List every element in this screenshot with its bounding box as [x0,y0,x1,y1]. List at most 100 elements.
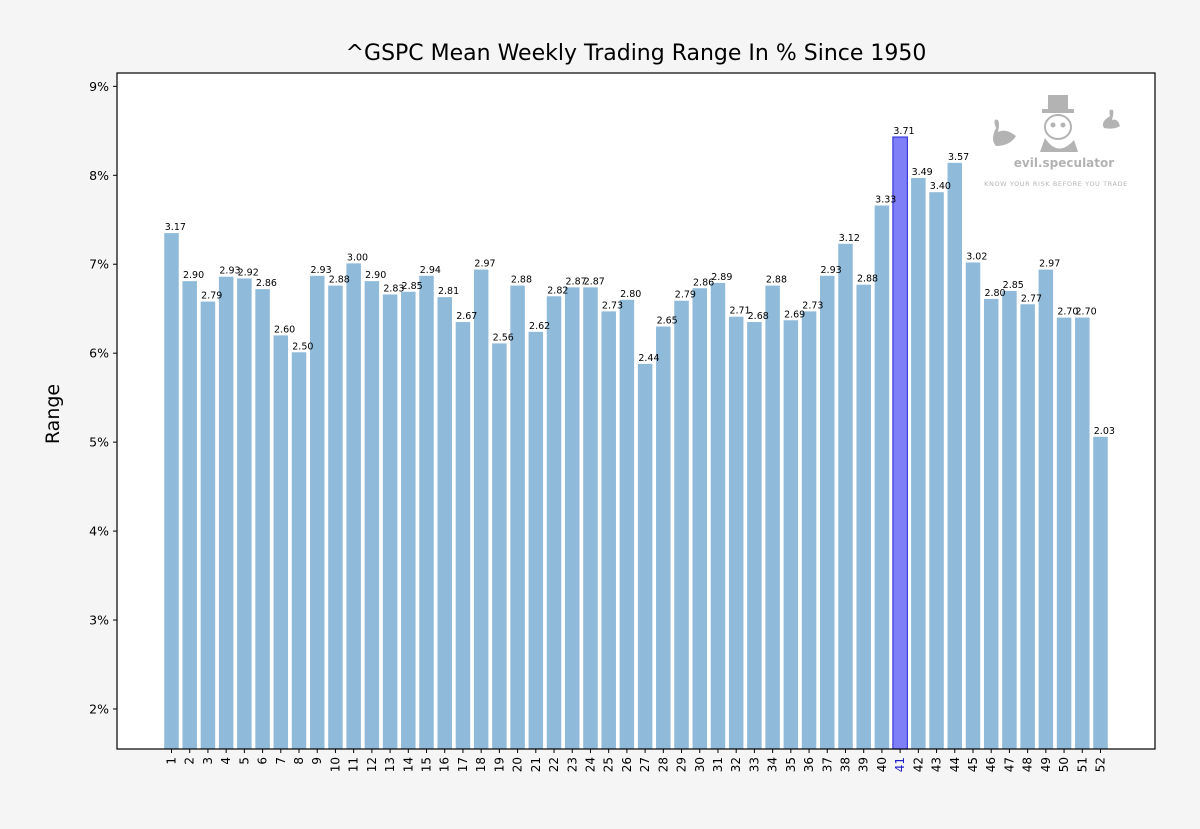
x-tick-label-12: 12 [365,757,379,772]
data-label-week-2: 2.90 [183,270,204,281]
x-tick-label-46: 46 [984,757,998,772]
data-label-week-7: 2.60 [274,324,295,335]
bar-week-4 [218,276,234,749]
plot-area [117,73,1155,749]
bar-week-16 [437,297,452,749]
bar-week-35 [783,320,799,749]
watermark: evil.speculator KNOW YOUR RISK BEFORE YO… [984,95,1128,188]
x-tick-label-45: 45 [966,757,980,772]
bar-week-32 [728,316,744,749]
data-label-week-51: 2.70 [1076,307,1097,318]
y-tick-label-5: 5% [89,435,109,450]
y-tick-label-4: 4% [89,524,109,539]
data-label-week-12: 2.90 [365,270,386,281]
bar-week-51 [1075,317,1090,749]
x-tick-label-15: 15 [420,757,434,772]
x-tick-label-34: 34 [766,757,780,772]
x-tick-label-48: 48 [1021,757,1035,772]
bar-week-9 [309,275,325,749]
x-tick-label-49: 49 [1039,757,1053,772]
data-label-week-29: 2.79 [675,290,696,301]
bar-week-46 [983,298,999,749]
x-tick-label-10: 10 [328,757,342,772]
bar-week-15 [419,275,434,749]
x-tick-label-26: 26 [620,757,634,772]
bar-week-1 [164,233,179,750]
data-label-week-42: 3.49 [912,167,933,178]
x-tick-label-14: 14 [401,757,415,772]
x-tick-label-2: 2 [183,757,197,765]
bar-week-31 [710,282,726,749]
swan-left-icon [993,119,1016,146]
data-label-week-1: 3.17 [165,222,186,233]
bar-week-44 [947,162,963,750]
data-label-week-44: 3.57 [948,152,969,163]
bar-week-22 [546,296,562,749]
data-labels-layer: 3.172.902.792.932.922.862.602.502.932.88… [165,126,1115,437]
x-tick-label-43: 43 [930,757,944,772]
bar-week-52 [1093,436,1108,749]
x-tick-label-13: 13 [383,757,397,772]
bar-week-25 [601,311,616,749]
plot-frame [116,72,1156,750]
watermark-tagline: KNOW YOUR RISK BEFORE YOU TRADE [984,180,1128,188]
y-tick-label-9: 9% [89,79,109,94]
y-tick-label-7: 7% [89,257,109,272]
bar-week-50 [1056,317,1072,749]
bar-week-37 [820,275,835,749]
x-tick-label-47: 47 [1002,757,1016,772]
bar-week-33 [747,322,762,749]
data-label-week-31: 2.89 [711,272,732,283]
data-label-week-4: 2.93 [219,266,240,277]
data-label-week-46: 2.80 [984,288,1005,299]
data-label-week-6: 2.86 [256,278,277,289]
bar-week-30 [692,288,707,749]
x-tick-label-27: 27 [638,757,652,772]
x-tick-label-44: 44 [948,757,962,772]
x-tick-label-22: 22 [547,757,561,772]
bar-week-3 [200,301,216,749]
x-tick-label-25: 25 [602,757,616,772]
x-tick-label-31: 31 [711,757,725,772]
x-tick-label-18: 18 [474,757,488,772]
x-tick-label-6: 6 [256,757,270,765]
data-label-week-48: 2.77 [1021,293,1042,304]
data-label-week-35: 2.69 [784,309,805,320]
data-label-week-20: 2.88 [511,275,532,286]
x-tick-label-21: 21 [529,757,543,772]
bar-week-6 [255,289,270,749]
data-label-week-27: 2.44 [638,353,659,364]
bar-week-8 [291,352,307,749]
y-tick-label-3: 3% [89,613,109,628]
x-tick-label-38: 38 [838,757,852,772]
x-tick-label-20: 20 [511,757,525,772]
x-tick-label-28: 28 [656,757,670,772]
x-tick-label-36: 36 [802,757,816,772]
data-label-week-3: 2.79 [201,291,222,302]
x-tick-label-11: 11 [347,757,361,772]
data-label-week-34: 2.88 [766,275,787,286]
bar-week-48 [1020,304,1035,749]
data-label-week-36: 2.73 [802,300,823,311]
bar-week-41 [892,136,908,750]
bar-week-43 [929,192,944,749]
swan-right-icon [1102,109,1120,129]
x-tick-label-40: 40 [875,757,889,772]
bar-week-11 [346,263,361,749]
x-tick-label-4: 4 [219,757,233,765]
data-label-week-8: 2.50 [292,341,313,352]
data-label-week-9: 2.93 [310,265,331,276]
bar-week-28 [656,326,671,749]
x-tick-label-41: 41 [893,757,907,772]
bar-week-19 [492,343,507,749]
x-tick-label-32: 32 [729,757,743,772]
data-label-week-38: 3.12 [839,233,860,244]
data-label-week-47: 2.85 [1003,280,1024,291]
data-label-week-14: 2.85 [402,281,423,292]
bar-week-13 [382,294,398,749]
data-label-week-21: 2.62 [529,321,550,332]
x-tick-label-50: 50 [1057,757,1071,772]
x-tick-label-29: 29 [675,757,689,772]
chart-title: ^GSPC Mean Weekly Trading Range In % Sin… [346,41,927,66]
data-label-week-17: 2.67 [456,311,477,322]
